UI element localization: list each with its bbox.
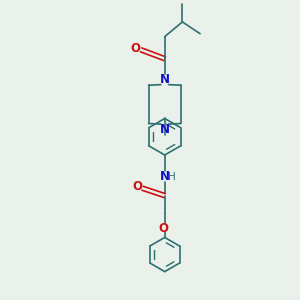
Text: O: O bbox=[158, 221, 169, 235]
Text: O: O bbox=[131, 42, 141, 55]
Text: N: N bbox=[160, 73, 170, 86]
Text: N: N bbox=[160, 123, 170, 136]
Text: H: H bbox=[168, 172, 176, 182]
Text: O: O bbox=[132, 180, 142, 193]
Text: N: N bbox=[160, 170, 170, 183]
